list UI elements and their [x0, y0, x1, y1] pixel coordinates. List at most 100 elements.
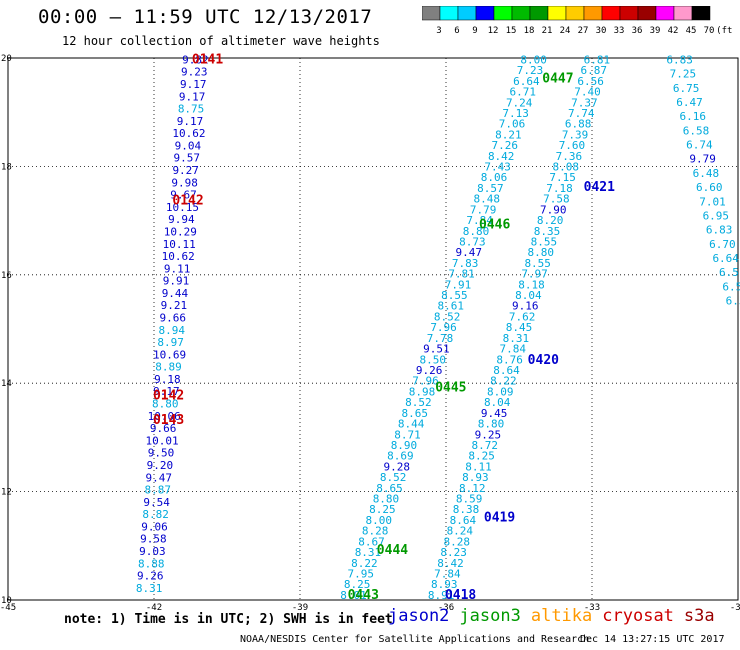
wave-height-label: 8.80: [373, 493, 400, 506]
y-tick-label: 10: [1, 596, 12, 606]
wave-height-label: 9.44: [162, 287, 189, 300]
wave-height-label: 6.56: [577, 75, 604, 88]
wave-height-label: 9.67: [170, 189, 197, 202]
satellite-legend: jason2 jason3 altika cryosat s3a: [388, 606, 725, 626]
wave-height-label: 8.09: [487, 385, 514, 398]
wave-height-label: 7.01: [699, 195, 726, 208]
wave-height-label: 8.38: [453, 503, 480, 516]
wave-height-label: 8.42: [488, 150, 515, 163]
wave-height-label: 9.58: [140, 533, 167, 546]
wave-height-label: 8.87: [144, 484, 171, 497]
wave-height-label: 9.45: [481, 407, 508, 420]
wave-height-label: 7.18: [546, 182, 573, 195]
wave-height-label: 9.17: [153, 385, 180, 398]
colorbar-label: (ft): [716, 26, 732, 36]
wave-height-label: 7.84: [500, 343, 527, 356]
pass-time-label: 0143: [153, 413, 184, 428]
satellite-legend-item: s3a: [683, 606, 715, 626]
wave-height-label: 9.26: [137, 570, 164, 583]
wave-height-label: 7.24: [506, 96, 533, 109]
wave-height-label: 9.25: [475, 428, 502, 441]
wave-height-label: 7.13: [502, 107, 529, 120]
wave-height-label: 10.11: [163, 238, 196, 251]
wave-height-label: 8.64: [450, 514, 477, 527]
colorbar-label: 24: [560, 26, 571, 36]
wave-height-label: 8.25: [369, 503, 396, 516]
wave-height-label: 6.83: [706, 224, 733, 237]
wave-height-label: 9.21: [161, 299, 188, 312]
wave-height-label: 10.15: [166, 201, 199, 214]
colorbar-label: 36: [632, 26, 643, 36]
colorbar-label: 3: [436, 26, 441, 36]
wave-height-label: 7.96: [412, 375, 439, 388]
wave-height-label: 8.98: [409, 385, 436, 398]
wave-height-label: 9.17: [177, 115, 204, 128]
wave-height-label: 8.93: [462, 471, 489, 484]
wave-height-label: 9.03: [139, 545, 166, 558]
wave-height-label: 8.80: [478, 418, 505, 431]
wave-height-label: 6.5: [726, 295, 740, 308]
wave-height-label: 9.50: [148, 447, 175, 460]
chart-subtitle: 12 hour collection of altimeter wave hei…: [62, 34, 380, 48]
wave-height-label: 8.23: [440, 546, 467, 559]
wave-height-label: 8.65: [376, 482, 403, 495]
wave-height-label: 8.42: [437, 557, 464, 570]
colorbar-label: 33: [614, 26, 625, 36]
wave-height-label: 7.84: [466, 214, 493, 227]
wave-height-label: 8.22: [490, 375, 517, 388]
wave-height-label: 8.12: [459, 482, 486, 495]
y-tick-label: 18: [1, 162, 12, 172]
wave-height-label: 9.28: [383, 460, 410, 473]
wave-height-label: 6.83: [666, 53, 693, 66]
wave-height-label: 9.66: [160, 312, 187, 325]
wave-height-label: 9.17: [179, 90, 206, 103]
wave-height-label: 6.95: [703, 209, 730, 222]
wave-height-label: 6.70: [709, 238, 736, 251]
wave-height-label: 8.93: [431, 578, 458, 591]
wave-height-label: 8.71: [394, 428, 421, 441]
wave-height-label: 6.5: [722, 280, 740, 293]
x-tick-label: -36: [438, 603, 454, 613]
wave-height-label: 9.47: [146, 471, 173, 484]
wave-height-label: 10.06: [148, 410, 181, 423]
wave-height-label: 9.20: [147, 459, 174, 472]
wave-height-label: 7.36: [556, 150, 583, 163]
wave-height-label: 6.16: [680, 110, 707, 123]
wave-height-label: 7.96: [430, 321, 457, 334]
wave-height-label: 8.31: [136, 582, 163, 595]
wave-height-label: 9.98: [171, 176, 198, 189]
wave-height-label: 7.23: [517, 64, 544, 77]
wave-height-label: 6.5: [719, 266, 739, 279]
wave-height-label: 9.57: [174, 152, 201, 165]
pass-time-label: 0447: [542, 71, 573, 86]
wave-height-label: 8.01: [340, 589, 367, 602]
credit-line: NOAA/NESDIS Center for Satellite Applica…: [240, 634, 590, 645]
wave-height-label: 9.17: [180, 78, 207, 91]
wave-height-label: 9.91: [163, 275, 190, 288]
wave-height-label: 6.64: [712, 252, 739, 265]
wave-height-label: 6.71: [510, 86, 537, 99]
wave-height-label: 7.58: [543, 193, 570, 206]
wave-height-label: 8.94: [158, 324, 185, 337]
colorbar-label: 15: [506, 26, 517, 36]
wave-height-label: 7.40: [574, 86, 601, 99]
wave-height-label: 8.75: [178, 103, 205, 116]
y-tick-label: 12: [1, 488, 12, 498]
pass-time-label: 0141: [192, 52, 223, 67]
wave-height-label: 8.64: [493, 364, 520, 377]
wave-height-label: 8.20: [537, 214, 564, 227]
wave-height-label: 6.87: [581, 64, 608, 77]
wave-height-label: 8.31: [355, 546, 382, 559]
x-tick-label: -39: [292, 603, 308, 613]
wave-height-label: 8.04: [515, 289, 542, 302]
wave-height-label: 7.25: [670, 68, 697, 81]
wave-height-label: 6.58: [683, 124, 710, 137]
wave-height-label: 8.24: [447, 525, 474, 538]
wave-height-label: 9.04: [175, 139, 202, 152]
chart-title: 00:00 — 11:59 UTC 12/13/2017: [38, 6, 373, 28]
wave-height-label: 8.76: [496, 353, 523, 366]
wave-height-label: 7.26: [492, 139, 519, 152]
pass-time-label: 0443: [348, 588, 379, 603]
wave-height-label: 8.72: [471, 439, 498, 452]
wave-height-label: 8.52: [405, 396, 432, 409]
